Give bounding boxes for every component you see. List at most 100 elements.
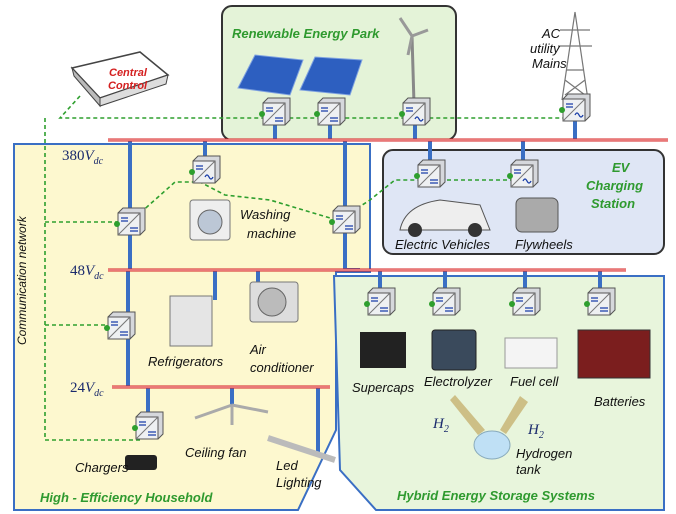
- bus-label: 380Vdc: [62, 148, 104, 167]
- bus-label-part: dc: [94, 388, 104, 399]
- converter-part: [104, 325, 110, 331]
- solar-panels: [237, 54, 363, 96]
- converter-part: [600, 307, 608, 312]
- renewable-title: Renewable Energy Park: [232, 26, 380, 41]
- converter-part: [117, 212, 141, 236]
- ac-mains-label: utility: [530, 41, 561, 56]
- converter: [189, 155, 221, 184]
- converter-part: [591, 297, 598, 302]
- bus-label-part: dc: [94, 271, 104, 282]
- h2-label-part: 2: [539, 430, 544, 441]
- wind-turbine-part: [410, 35, 416, 105]
- bus-label-part: 380: [62, 148, 85, 164]
- appliance-pictures-part: [197, 209, 223, 235]
- appliance-pictures-part: [267, 435, 336, 463]
- device-label: Ceiling fan: [185, 445, 246, 460]
- device-label: Fuel cell: [510, 374, 560, 389]
- storage-pictures-part: [360, 332, 406, 368]
- ac-mains-label: AC: [541, 26, 561, 41]
- device-label: Lighting: [276, 475, 322, 490]
- bus-label: 48Vdc: [70, 263, 104, 282]
- device-label: Supercaps: [352, 380, 415, 395]
- h2-label-part: H: [527, 422, 540, 438]
- storage-pictures: [360, 329, 651, 460]
- ac-mains-label: Mains: [532, 56, 567, 71]
- converter-part: [121, 217, 128, 222]
- converter: [329, 205, 361, 234]
- device-label: machine: [247, 226, 296, 241]
- power-tower: [558, 11, 592, 101]
- converter-part: [135, 416, 159, 440]
- converter-part: [507, 173, 513, 179]
- device-label: Refrigerators: [148, 354, 224, 369]
- converter-part: [510, 164, 534, 188]
- communication-lines: [44, 95, 575, 441]
- device-label: Flywheels: [515, 237, 573, 252]
- device-label: tank: [516, 462, 542, 477]
- converter-part: [132, 425, 138, 431]
- storage-title: Hybrid Energy Storage Systems: [397, 488, 595, 503]
- converter-part: [514, 169, 521, 174]
- bus-label-part: 24: [70, 380, 86, 396]
- bus-label: 24Vdc: [70, 380, 104, 399]
- converter-part: [192, 160, 216, 184]
- converter-part: [432, 292, 456, 316]
- converter-part: [367, 292, 391, 316]
- converter-part: [402, 102, 426, 126]
- device-label: Led: [276, 458, 298, 473]
- device-label: Chargers: [75, 460, 129, 475]
- converter-part: [262, 102, 286, 126]
- converter: [259, 97, 291, 126]
- storage-pictures-part: [504, 337, 558, 369]
- appliance-pictures-part: [125, 455, 157, 470]
- converter-part: [336, 215, 343, 220]
- converter: [114, 207, 146, 236]
- converter-part: [516, 297, 523, 302]
- central-control-label: Control: [108, 80, 148, 92]
- power-tower-part: [558, 11, 592, 101]
- central-control-icon: [70, 51, 170, 108]
- converter-part: [421, 169, 428, 174]
- converter-part: [330, 117, 338, 122]
- converter-part: [436, 297, 443, 302]
- solar-panels-part: [299, 56, 363, 96]
- h2-label: H2: [527, 422, 544, 441]
- communication-lines-part: [44, 95, 575, 441]
- storage-pictures-part: [577, 329, 651, 379]
- converter-part: [148, 431, 156, 436]
- communication-network-label: Communication network: [15, 215, 29, 345]
- ev-pictures-part: [468, 223, 482, 237]
- ev-pictures-part: [515, 197, 559, 233]
- appliance-pictures-part: [257, 287, 287, 317]
- household-title: High - Efficiency Household: [40, 490, 213, 505]
- converter-part: [114, 221, 120, 227]
- converter-part: [414, 173, 420, 179]
- storage-pictures-part: [473, 430, 511, 460]
- converter-part: [266, 107, 273, 112]
- wind-turbine-part: [398, 17, 429, 56]
- h2-label: H2: [432, 416, 449, 435]
- converter-part: [406, 107, 413, 112]
- converter-part: [120, 331, 128, 336]
- appliance-pictures: [125, 199, 336, 470]
- ev-pictures-part: [399, 199, 491, 231]
- converter: [509, 287, 541, 316]
- converter-part: [509, 301, 515, 307]
- converter-part: [332, 210, 356, 234]
- storage-pictures-part: [450, 395, 485, 435]
- device-label: Air: [249, 342, 267, 357]
- ev-pictures: [399, 197, 559, 237]
- converter-part: [321, 107, 328, 112]
- converter: [104, 311, 136, 340]
- converter-part: [414, 116, 424, 122]
- storage-pictures-part: [431, 329, 477, 371]
- ev-title: Charging: [586, 178, 643, 193]
- converter-part: [189, 169, 195, 175]
- converter: [364, 287, 396, 316]
- converter-part: [445, 307, 453, 312]
- power-buses: [108, 138, 668, 389]
- converter-part: [559, 107, 565, 113]
- device-label: Electrolyzer: [424, 374, 493, 389]
- converter-part: [275, 117, 283, 122]
- converter-part: [111, 321, 118, 326]
